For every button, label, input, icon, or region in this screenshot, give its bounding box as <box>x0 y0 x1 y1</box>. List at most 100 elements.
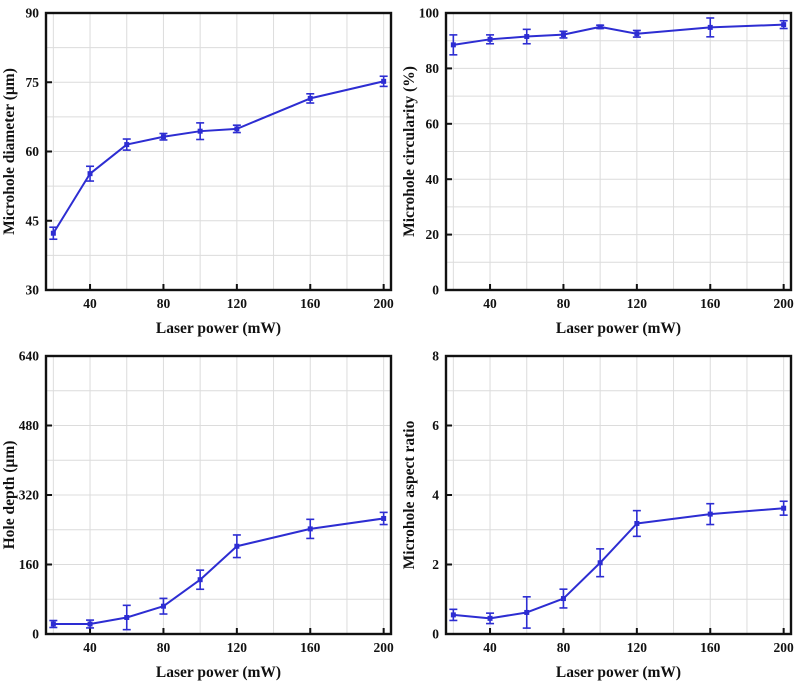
data-point <box>50 621 56 627</box>
data-points <box>450 22 787 48</box>
y-axis-label: Microhole aspect ratio <box>401 420 418 569</box>
y-axis-label: Microhole circularity (%) <box>401 66 418 237</box>
data-point <box>197 128 203 134</box>
y-tick-label: 640 <box>19 349 40 364</box>
data-point <box>707 511 713 517</box>
y-axis-label: Microhole diameter (µm) <box>1 68 18 235</box>
x-tick-label: 40 <box>83 640 97 655</box>
y-tick-label: 80 <box>426 61 440 76</box>
gridlines <box>46 356 391 634</box>
microhole-diameter-chart: 40 80 120 160 200 30 45 60 75 90 Laser power (mW) M… <box>1 6 395 337</box>
x-axis-label: Laser power (mW) <box>156 320 281 337</box>
data-point <box>124 614 130 620</box>
data-point <box>307 526 313 532</box>
y-tick-label: 160 <box>19 557 40 572</box>
chart-panel-microhole-circularity: 40 80 120 160 200 0 20 40 60 80 100 Laser power (mW… <box>400 0 800 343</box>
data-point <box>707 24 713 30</box>
y-tick-label: 100 <box>419 6 440 21</box>
y-tick-label: 480 <box>19 418 40 433</box>
hole-depth-chart: 40 80 120 160 200 0 160 320 480 640 Laser power (m… <box>1 349 394 681</box>
y-tick-label: 0 <box>432 627 439 642</box>
y-tick-label: 0 <box>32 627 39 642</box>
x-tick-label: 200 <box>374 296 395 311</box>
x-axis-label: Laser power (mW) <box>156 664 281 681</box>
error-bars <box>449 17 788 56</box>
y-tick-label: 20 <box>426 227 440 242</box>
x-tick-label: 80 <box>157 640 171 655</box>
data-point <box>781 22 787 28</box>
x-tick-label: 200 <box>374 640 395 655</box>
x-tick-label: 80 <box>157 296 171 311</box>
data-points <box>50 515 387 627</box>
data-point <box>381 78 387 84</box>
x-tick-label: 120 <box>227 296 248 311</box>
data-line <box>53 517 384 626</box>
chart-panel-microhole-diameter: 40 80 120 160 200 30 45 60 75 90 Laser power (mW) M… <box>0 0 400 343</box>
y-tick-label: 75 <box>26 75 40 90</box>
data-line <box>453 507 784 620</box>
error-bars <box>49 75 388 241</box>
x-tick-label: 80 <box>557 640 571 655</box>
data-point <box>381 515 387 521</box>
y-tick-label: 0 <box>432 283 439 298</box>
x-tick-label: 120 <box>627 296 648 311</box>
x-tick-label: 200 <box>774 296 795 311</box>
data-point <box>307 95 313 101</box>
data-points <box>50 78 387 236</box>
data-point <box>634 31 640 37</box>
y-tick-label: 40 <box>426 172 440 187</box>
x-tick-label: 40 <box>483 296 497 311</box>
ticks: 40 80 120 160 200 0 2 4 6 8 <box>432 349 794 655</box>
data-point <box>87 621 93 627</box>
y-tick-label: 60 <box>26 144 40 159</box>
x-tick-label: 160 <box>300 640 321 655</box>
x-tick-label: 120 <box>227 640 248 655</box>
x-tick-label: 200 <box>774 640 795 655</box>
data-point <box>160 134 166 140</box>
x-tick-label: 40 <box>83 296 97 311</box>
microhole-circularity-chart: 40 80 120 160 200 0 20 40 60 80 100 Laser power (mW… <box>401 6 794 337</box>
x-tick-label: 160 <box>700 296 721 311</box>
microhole-aspect-ratio-chart: 40 80 120 160 200 0 2 4 6 8 Laser power (mW) Microh… <box>401 349 794 681</box>
data-point <box>450 42 456 48</box>
y-axis-label: Hole depth (µm) <box>1 441 18 550</box>
gridlines <box>446 356 791 634</box>
x-axis-label: Laser power (mW) <box>556 320 681 337</box>
data-point <box>124 142 130 148</box>
data-point <box>524 34 530 40</box>
ticks: 40 80 120 160 200 0 20 40 60 80 100 <box>419 6 794 311</box>
data-line <box>52 80 384 234</box>
gridlines <box>446 13 791 290</box>
ticks: 40 80 120 160 200 30 45 60 75 90 <box>26 6 395 311</box>
y-tick-label: 60 <box>426 116 440 131</box>
x-tick-label: 40 <box>483 640 497 655</box>
y-tick-label: 320 <box>19 488 40 503</box>
data-point <box>234 126 240 132</box>
x-tick-label: 160 <box>700 640 721 655</box>
y-tick-label: 8 <box>432 349 439 364</box>
gridlines <box>46 13 391 290</box>
y-tick-label: 2 <box>432 557 439 572</box>
data-point <box>487 36 493 42</box>
data-point <box>597 24 603 30</box>
chart-panel-microhole-aspect-ratio: 40 80 120 160 200 0 2 4 6 8 Laser power (mW) Microh… <box>400 343 800 687</box>
y-tick-label: 4 <box>432 488 439 503</box>
data-point <box>50 230 56 236</box>
data-point <box>487 615 493 621</box>
x-axis-label: Laser power (mW) <box>556 664 681 681</box>
data-point <box>597 560 603 566</box>
x-tick-label: 160 <box>300 296 321 311</box>
data-point <box>197 577 203 583</box>
x-tick-label: 80 <box>557 296 571 311</box>
data-points <box>450 505 787 621</box>
axis-box <box>444 11 793 292</box>
y-tick-label: 30 <box>26 283 40 298</box>
y-tick-label: 90 <box>26 6 40 21</box>
data-point <box>524 609 530 615</box>
data-point <box>634 520 640 526</box>
ticks: 40 80 120 160 200 0 160 320 480 640 <box>19 349 394 655</box>
data-point <box>560 596 566 602</box>
data-point <box>87 171 93 177</box>
data-point <box>450 612 456 618</box>
